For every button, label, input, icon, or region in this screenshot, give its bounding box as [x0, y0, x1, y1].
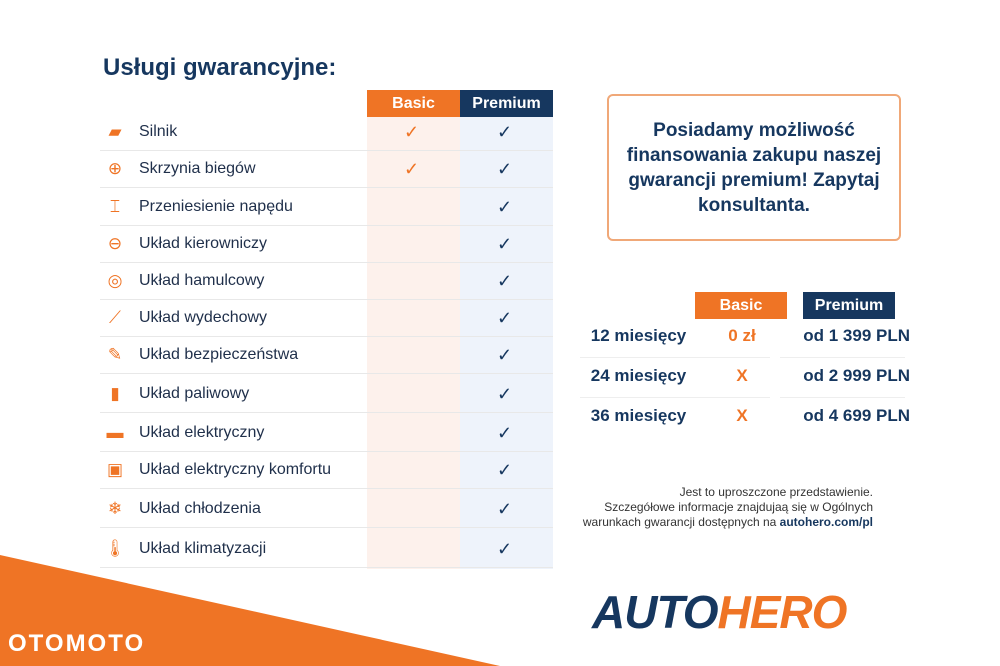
coverage-label: Układ elektryczny — [139, 424, 265, 441]
battery-icon: ▬ — [106, 423, 124, 442]
basic-price: X — [736, 366, 748, 385]
coverage-label: Układ wydechowy — [139, 309, 268, 326]
note-line: warunkach gwarancji dostępnych na — [582, 515, 780, 529]
note-line: Szczegółowe informacje znajdujaą się w O… — [604, 500, 873, 514]
coverage-row: ▬ Układ elektryczny ✓ — [100, 415, 553, 452]
pricing-row: 36 miesięcy X od 4 699 PLN — [580, 396, 910, 436]
coverage-row: ⟋ Układ wydechowy ✓ — [100, 300, 553, 337]
basic-header: Basic — [367, 90, 460, 117]
premium-check: ✓ — [496, 307, 513, 328]
disclaimer-note: Jest to uproszczone przedstawienie. Szcz… — [583, 485, 873, 530]
pricing-premium-header: Premium — [803, 292, 895, 319]
pricing-row: 12 miesięcy 0 zł od 1 399 PLN — [580, 316, 910, 356]
autohero-logo: AUTOHERO — [592, 586, 847, 638]
premium-check: ✓ — [496, 344, 513, 365]
safety-icon: ✎ — [107, 345, 123, 364]
coverage-row: ▰ Silnik ✓ ✓ — [100, 114, 553, 151]
coverage-row: ✎ Układ bezpieczeństwa ✓ — [100, 337, 553, 374]
premium-check: ✓ — [496, 459, 513, 480]
premium-check: ✓ — [496, 538, 513, 559]
exhaust-icon: ⟋ — [109, 308, 121, 327]
snowflake-icon: ❄ — [107, 499, 123, 518]
engine-icon: ▰ — [108, 122, 122, 141]
basic-column-bg — [367, 117, 460, 569]
coverage-row: ⊕ Skrzynia biegów ✓ ✓ — [100, 151, 553, 188]
pricing-row: 24 miesięcy X od 2 999 PLN — [580, 356, 910, 396]
duration: 24 miesięcy — [590, 366, 687, 385]
coverage-row: ▣ Układ elektryczny komfortu ✓ — [100, 452, 553, 489]
premium-price: od 1 399 PLN — [803, 326, 910, 345]
premium-check: ✓ — [496, 383, 513, 404]
coverage-row: ⊖ Układ kierowniczy ✓ — [100, 226, 553, 263]
basic-price: X — [736, 406, 748, 425]
fuel-icon: ▮ — [110, 384, 120, 403]
coverage-row: 🌡 Układ klimatyzacji ✓ — [100, 531, 553, 568]
otomoto-watermark: OTOMOTO — [8, 630, 146, 657]
premium-header: Premium — [460, 90, 553, 117]
coverage-label: Przeniesienie napędu — [139, 198, 293, 215]
coverage-row: ❄ Układ chłodzenia ✓ — [100, 491, 553, 528]
basic-check: ✓ — [403, 158, 420, 179]
coverage-label: Skrzynia biegów — [139, 160, 256, 177]
coverage-row: ▮ Układ paliwowy ✓ — [100, 376, 553, 413]
basic-check: ✓ — [403, 121, 420, 142]
coverage-label: Układ paliwowy — [139, 385, 250, 402]
coverage-label: Układ klimatyzacji — [139, 540, 267, 557]
chip-icon: ▣ — [106, 460, 124, 479]
coverage-row: ⌶ Przeniesienie napędu ✓ — [100, 189, 553, 226]
premium-check: ✓ — [496, 196, 513, 217]
coverage-label: Układ bezpieczeństwa — [139, 346, 299, 363]
premium-check: ✓ — [496, 422, 513, 443]
premium-price: od 2 999 PLN — [803, 366, 910, 385]
premium-check: ✓ — [496, 158, 513, 179]
coverage-label: Silnik — [139, 123, 178, 140]
duration: 12 miesięcy — [590, 326, 687, 345]
drivetrain-icon: ⌶ — [109, 197, 121, 216]
duration: 36 miesięcy — [590, 406, 687, 425]
premium-column-bg — [460, 117, 553, 569]
coverage-label: Układ elektryczny komfortu — [139, 461, 332, 478]
steering-wheel-icon: ⊖ — [107, 234, 123, 253]
gearbox-icon: ⊕ — [107, 159, 123, 178]
premium-check: ✓ — [496, 233, 513, 254]
coverage-label: Układ kierowniczy — [139, 235, 268, 252]
premium-check: ✓ — [496, 121, 513, 142]
pricing-basic-header: Basic — [695, 292, 787, 319]
coverage-label: Układ chłodzenia — [139, 500, 261, 517]
brake-disc-icon: ◎ — [107, 271, 123, 290]
autohero-link[interactable]: autohero.com/pl — [779, 515, 873, 529]
premium-check: ✓ — [496, 270, 513, 291]
page-title: Usługi gwarancyjne: — [103, 54, 337, 81]
premium-check: ✓ — [496, 498, 513, 519]
basic-price: 0 zł — [728, 326, 756, 345]
coverage-row: ◎ Układ hamulcowy ✓ — [100, 263, 553, 300]
thermometer-icon: 🌡 — [104, 539, 126, 558]
note-line: Jest to uproszczone przedstawienie. — [679, 485, 873, 499]
financing-promo-box: Posiadamy możliwość finansowania zakupu … — [607, 94, 901, 241]
premium-price: od 4 699 PLN — [803, 406, 910, 425]
coverage-label: Układ hamulcowy — [139, 272, 265, 289]
